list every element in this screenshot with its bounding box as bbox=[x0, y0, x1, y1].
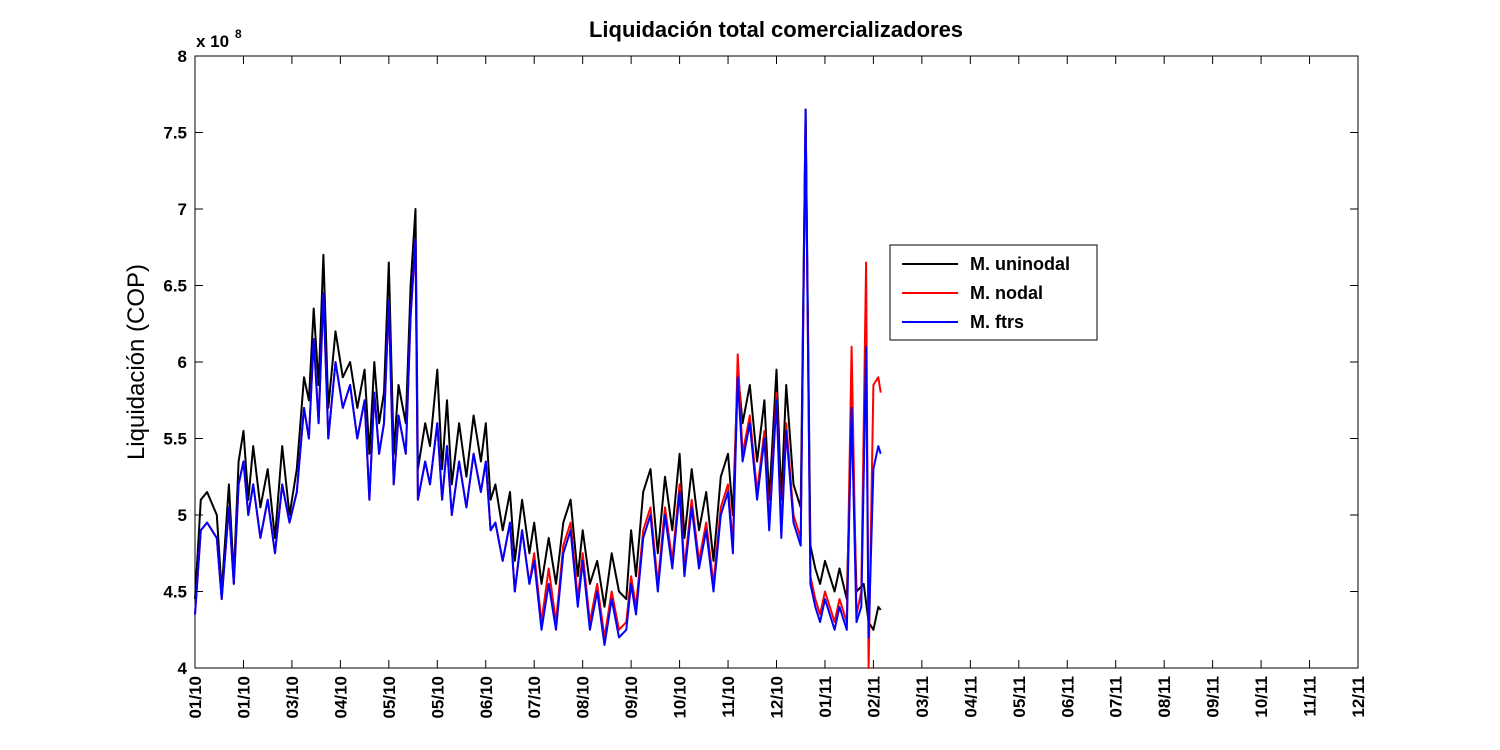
x-tick-label: 04/10 bbox=[331, 676, 350, 719]
y-tick-label: 6 bbox=[178, 353, 187, 372]
x-tick-label: 08/11 bbox=[1155, 676, 1174, 718]
x-tick-label: 03/11 bbox=[913, 676, 932, 718]
x-tick-label: 11/10 bbox=[719, 676, 738, 718]
x-tick-label: 10/11 bbox=[1252, 676, 1271, 718]
x-tick-label: 07/10 bbox=[525, 676, 544, 719]
y-tick-label: 7 bbox=[178, 200, 187, 219]
x-tick-label: 12/11 bbox=[1349, 676, 1368, 718]
x-tick-label: 04/11 bbox=[961, 676, 980, 718]
legend: M. uninodal M. nodal M. ftrs bbox=[889, 244, 1098, 341]
y-multiplier: x 10 bbox=[196, 32, 229, 51]
x-tick-label: 05/10 bbox=[428, 676, 447, 719]
x-tick-label: 03/10 bbox=[283, 676, 302, 719]
series-line-2 bbox=[194, 108, 882, 646]
plot-frame bbox=[194, 55, 1359, 669]
x-tick-label: 01/10 bbox=[234, 676, 253, 719]
y-tick-label: 6.5 bbox=[163, 277, 187, 296]
x-tick-label: 12/10 bbox=[768, 676, 787, 719]
x-tick-label: 06/10 bbox=[477, 676, 496, 719]
y-tick-label: 8 bbox=[178, 47, 187, 66]
x-axis: 01/10 01/10 03/10 04/10 05/10 05/10 06/10 07/10… bbox=[186, 56, 1368, 719]
chart-title: Liquidación total comercializadores bbox=[589, 17, 963, 42]
x-tick-label: 08/10 bbox=[574, 676, 593, 719]
x-tick-label: 11/11 bbox=[1301, 676, 1320, 717]
y-axis: 4 4.5 5 5.5 6 6.5 7 7.5 8 bbox=[163, 47, 1358, 678]
x-tick-label: 05/11 bbox=[1010, 676, 1029, 718]
legend-label-2: M. ftrs bbox=[970, 312, 1024, 332]
y-tick-label: 4.5 bbox=[163, 583, 187, 602]
x-tick-label: 05/10 bbox=[380, 676, 399, 719]
y-exponent: 8 bbox=[235, 27, 242, 41]
x-tick-label: 09/11 bbox=[1204, 676, 1223, 718]
x-tick-label: 06/11 bbox=[1058, 676, 1077, 718]
x-tick-label: 01/10 bbox=[186, 676, 205, 719]
y-axis-label: Liquidación (COP) bbox=[123, 264, 150, 460]
y-tick-label: 7.5 bbox=[163, 124, 187, 143]
x-tick-label: 10/10 bbox=[671, 676, 690, 719]
y-tick-label: 5.5 bbox=[163, 430, 187, 449]
y-tick-label: 5 bbox=[178, 506, 187, 525]
x-tick-label: 07/11 bbox=[1107, 676, 1126, 718]
legend-label-1: M. nodal bbox=[970, 283, 1043, 303]
plot-area bbox=[194, 55, 1359, 669]
y-tick-label: 4 bbox=[178, 659, 188, 678]
x-tick-label: 09/10 bbox=[622, 676, 641, 719]
series-line-0 bbox=[194, 108, 882, 631]
x-tick-label: 01/11 bbox=[816, 676, 835, 718]
legend-label-0: M. uninodal bbox=[970, 254, 1070, 274]
x-tick-label: 02/11 bbox=[864, 676, 883, 718]
